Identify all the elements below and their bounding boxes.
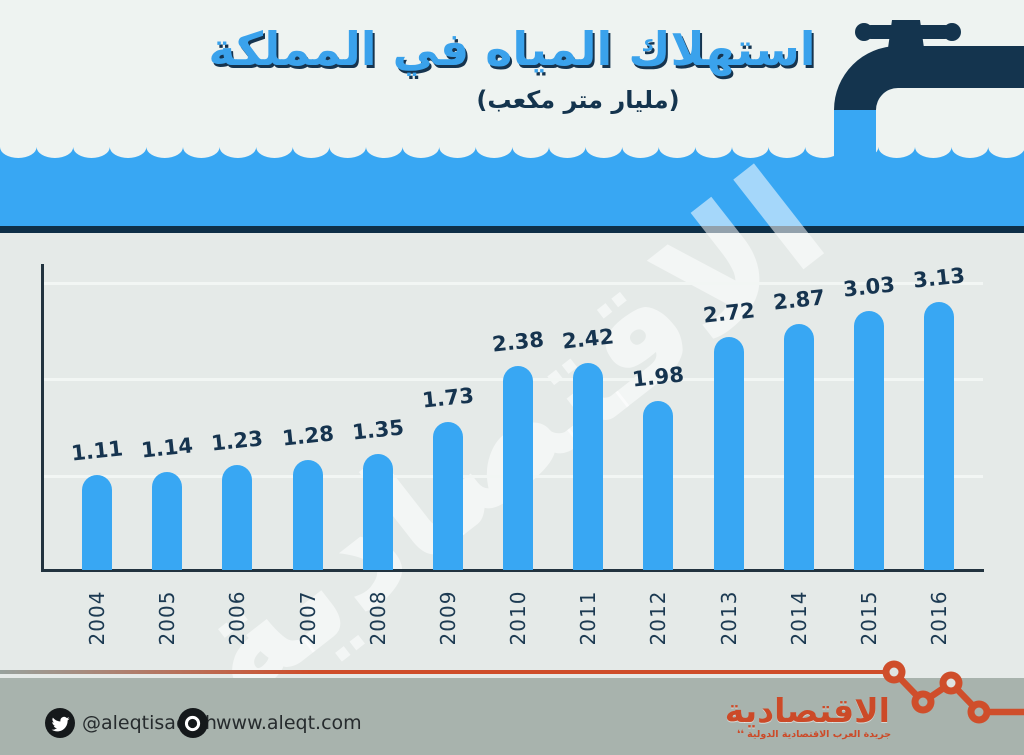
twitter-icon[interactable]: [45, 708, 75, 738]
x-axis-label-2006: 2006: [225, 590, 250, 646]
x-axis-line: [41, 569, 984, 572]
website-url[interactable]: www.aleqt.com: [216, 712, 362, 734]
brand-tagline: جريدة العرب الاقتصادية الدولية ❛❛: [730, 729, 898, 740]
bar-2010: [503, 366, 534, 570]
bar-2012: [643, 401, 674, 570]
faucet-icon: [834, 20, 1024, 170]
x-axis-label-2012: 2012: [646, 590, 671, 646]
bar-2009: [432, 422, 463, 570]
footer-band: [0, 678, 1024, 755]
lens-icon[interactable]: [178, 708, 208, 738]
x-axis-label-2010: 2010: [506, 590, 531, 646]
x-axis-label-2004: 2004: [85, 590, 109, 646]
y-axis-line: [41, 264, 44, 572]
page-title: استهلاك المياه في المملكة: [208, 22, 816, 76]
gridline: [42, 282, 983, 285]
bar-2014: [783, 324, 814, 570]
x-axis-label-2016: 2016: [927, 590, 952, 646]
x-axis-label-2008: 2008: [365, 590, 390, 646]
quote-marks-icon: ❛❛: [736, 729, 745, 740]
bar-2006: [222, 465, 253, 570]
bar-2005: [152, 472, 183, 570]
bar-2007: [292, 460, 323, 570]
bar-2004: [82, 475, 112, 570]
line-chart-decoration-icon: [882, 660, 1024, 724]
x-axis-label-2015: 2015: [856, 590, 881, 646]
x-axis-label-2013: 2013: [716, 590, 741, 646]
x-axis-label-2009: 2009: [435, 590, 460, 646]
water-wave-band: [0, 147, 1024, 233]
bar-2015: [853, 311, 884, 570]
x-axis-label-2014: 2014: [786, 590, 811, 646]
page-subtitle: (مليار متر مكعب): [476, 86, 680, 114]
tagline-text: جريدة العرب الاقتصادية الدولية: [747, 729, 892, 740]
bar-2016: [924, 302, 955, 570]
brand-logo: الاقتصادية: [724, 691, 890, 730]
x-axis-label-2005: 2005: [155, 590, 180, 646]
bar-2008: [362, 454, 393, 570]
bar-2011: [573, 363, 604, 570]
x-axis-label-2007: 2007: [295, 590, 320, 646]
x-axis-label-2011: 2011: [576, 590, 601, 646]
water-stream-icon: [834, 110, 876, 170]
bar-2013: [713, 337, 744, 570]
brand-rule-line: [0, 670, 894, 674]
